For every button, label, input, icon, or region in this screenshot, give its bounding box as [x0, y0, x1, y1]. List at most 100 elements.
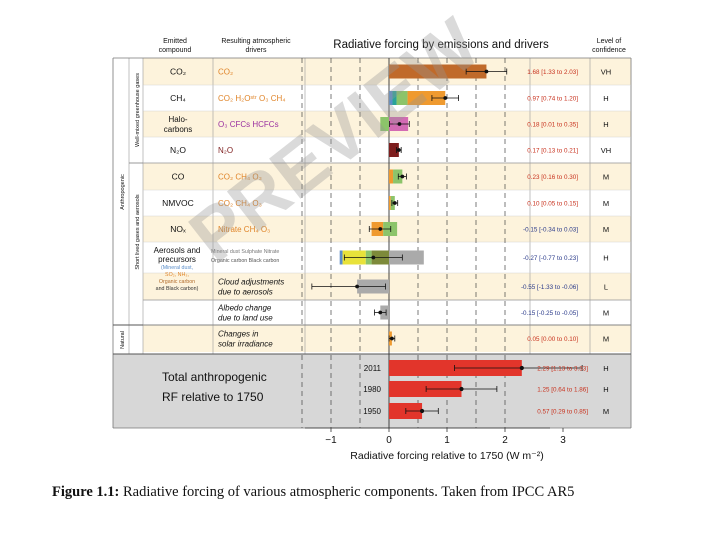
header-confidence: Level of: [597, 38, 622, 45]
forcing-bar-segment: [389, 64, 487, 79]
confidence-label: M: [603, 199, 609, 208]
driver-label: O₃ CFCs HCFCs: [218, 120, 279, 129]
value-label: 0.10 [0.05 to 0.15]: [527, 201, 578, 208]
aerosol-subtext: (Mineral dust,: [161, 265, 193, 271]
best-estimate-marker: [396, 148, 401, 152]
row-band: [143, 163, 631, 190]
header-confidence-2: confidence: [592, 47, 626, 54]
driver-label: N₂O: [218, 146, 233, 155]
forcing-bar-segment: [389, 143, 399, 157]
forcing-bar-segment: [392, 91, 397, 105]
driver-label: CO₂ CH₄ O₃: [218, 173, 262, 182]
x-tick-label: −1: [325, 435, 337, 446]
total-year: 1950: [363, 407, 381, 416]
value-label: 0.05 [0.00 to 0.10]: [527, 336, 578, 343]
forcing-bar-segment: [389, 222, 398, 236]
driver-label: due to land use: [218, 314, 273, 323]
forcing-bar-segment: [389, 196, 391, 210]
total-year: 2011: [364, 364, 382, 373]
header-compound: compound: [159, 47, 192, 54]
group-label-anthropogenic: Anthropogenic: [120, 174, 126, 210]
compound-name: Aerosols and: [154, 246, 201, 255]
compound-name: NMVOC: [162, 198, 194, 208]
best-estimate-marker: [378, 310, 383, 315]
driver-label: Cloud adjustments: [218, 278, 284, 287]
confidence-label: H: [603, 364, 608, 373]
compound-name: CO: [172, 172, 185, 182]
header-drivers: Resulting atmospheric: [221, 38, 291, 45]
value-label: 0.18 [0.01 to 0.35]: [527, 122, 578, 129]
best-estimate-marker: [397, 122, 402, 126]
group-label-wmghg: Well-mixed greenhouse gases: [135, 73, 141, 147]
forcing-bar-segment: [389, 169, 394, 184]
value-label: 0.97 [0.74 to 1.20]: [527, 96, 578, 103]
caption-label: Figure 1.1:: [52, 484, 120, 500]
best-estimate-marker: [443, 96, 448, 100]
value-label: -0.55 [-1.33 to -0.06]: [521, 284, 578, 291]
x-tick-label: 0: [386, 435, 392, 446]
compound-name: precursors: [158, 255, 196, 264]
confidence-label: M: [603, 407, 609, 416]
figure-caption: Figure 1.1: Radiative forcing of various…: [52, 484, 692, 501]
x-axis-title: Radiative forcing relative to 1750 (W m⁻…: [350, 450, 543, 462]
confidence-label: M: [603, 225, 609, 234]
confidence-label: H: [603, 120, 608, 129]
value-label: 2.29 [1.13 to 3.33]: [537, 366, 588, 373]
best-estimate-marker: [355, 284, 359, 289]
driver-label: Organic carbon Black carbon: [211, 258, 279, 264]
confidence-label: M: [603, 309, 609, 318]
driver-label: CO₂ H₂Oˢᵗʳ O₃ CH₄: [218, 94, 286, 103]
value-label: -0.15 [-0.25 to -0.05]: [521, 310, 578, 317]
value-label: 0.57 [0.29 to 0.85]: [537, 409, 588, 416]
confidence-label: L: [604, 283, 608, 292]
compound-name: N₂O: [170, 145, 186, 155]
chart-title: Radiative forcing by emissions and drive…: [333, 39, 549, 51]
total-year: 1980: [363, 385, 381, 394]
driver-label: Changes in: [218, 330, 259, 339]
total-label: Total anthropogenic: [162, 370, 267, 384]
best-estimate-marker: [419, 408, 425, 414]
compound-name: CH₄: [170, 93, 186, 103]
driver-label: Nitrate CH₄ O₃: [218, 225, 270, 234]
value-label: 0.17 [0.13 to 0.21]: [527, 148, 578, 155]
forcing-bar-segment: [389, 250, 424, 265]
aerosol-subtext: and Black carbon): [156, 286, 199, 292]
x-tick-label: 3: [560, 435, 566, 446]
driver-label: CO₂ CH₄ O₃: [218, 199, 262, 208]
forcing-bar-segment: [393, 169, 403, 184]
confidence-label: VH: [601, 68, 611, 77]
forcing-bar-segment: [407, 91, 446, 105]
driver-label: Mineral dust Sulphate Nitrate: [211, 249, 279, 255]
caption-text: Radiative forcing of various atmospheric…: [119, 484, 575, 500]
confidence-label: M: [603, 173, 609, 182]
best-estimate-marker: [484, 69, 489, 74]
header-emitted: Emitted: [163, 38, 187, 45]
header-drivers-2: drivers: [245, 47, 267, 54]
value-label: 0.23 [0.16 to 0.30]: [527, 174, 578, 181]
best-estimate-marker: [378, 227, 383, 231]
compound-name: Halo-: [168, 115, 187, 124]
forcing-bar-segment: [396, 91, 408, 105]
forcing-bar-segment: [339, 250, 343, 265]
compound-name: CO₂: [170, 67, 186, 77]
best-estimate-marker: [390, 336, 394, 341]
compound-name: NOₓ: [170, 224, 186, 234]
confidence-label: M: [603, 335, 609, 344]
driver-label: solar irradiance: [218, 340, 273, 349]
aerosol-subtext: SO₂, NH₃,: [165, 272, 189, 278]
total-bar: [389, 381, 462, 397]
x-tick-label: 2: [502, 435, 508, 446]
aerosol-subtext: Organic carbon: [159, 279, 195, 285]
row-band: [143, 58, 631, 85]
group-label-slgha: Short lived gases and aerosols: [135, 194, 141, 269]
total-label: RF relative to 1750: [162, 390, 264, 404]
best-estimate-marker: [392, 201, 397, 205]
confidence-label: H: [603, 385, 608, 394]
best-estimate-marker: [459, 386, 464, 392]
x-tick-label: 1: [444, 435, 450, 446]
confidence-label: H: [603, 94, 608, 103]
value-label: 1.68 [1.33 to 2.03]: [527, 69, 578, 76]
compound-name: carbons: [164, 125, 192, 134]
best-estimate-marker: [400, 174, 405, 179]
